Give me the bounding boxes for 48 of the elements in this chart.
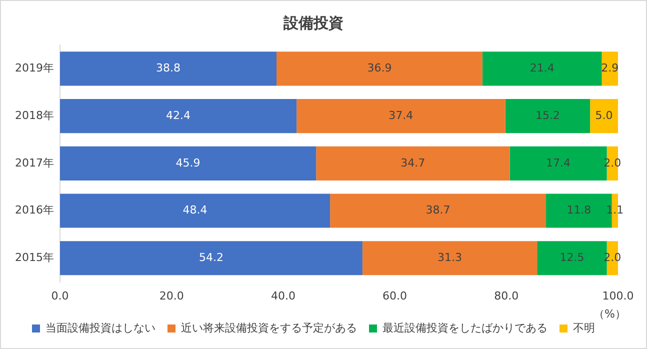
data-label: 42.4: [166, 108, 191, 122]
data-label: 1.1: [606, 204, 624, 217]
x-tick-label: 20.0: [159, 289, 184, 302]
bar: [60, 146, 316, 180]
bar: [60, 194, 330, 228]
y-tick-label: 2018年: [14, 108, 54, 122]
data-label: 15.2: [535, 108, 560, 122]
data-label: 11.8: [566, 204, 592, 217]
data-label: 45.9: [176, 156, 200, 170]
data-label: 31.3: [438, 250, 462, 264]
data-label: 5.0: [595, 108, 613, 122]
legend-label: 当面設備投資はしない: [46, 321, 156, 334]
data-label: 36.9: [367, 62, 392, 75]
bar: [482, 52, 602, 86]
bar: [60, 52, 276, 86]
bar: [276, 52, 482, 86]
data-label: 21.4: [530, 62, 554, 75]
data-label: 38.7: [426, 204, 450, 217]
x-tick-label: 100.0: [602, 289, 634, 302]
chart-title: 設備投資: [282, 14, 344, 32]
bar: [60, 98, 297, 134]
x-tick-label: 60.0: [382, 289, 408, 302]
bar: [316, 146, 510, 180]
data-label: 38.8: [156, 62, 180, 75]
legend-label: 不明: [573, 321, 595, 334]
data-label: 48.4: [182, 204, 208, 217]
data-label: 17.4: [546, 156, 571, 170]
legend-label: 最近設備投資をしたばかりである: [382, 321, 548, 334]
data-label: 2.9: [601, 62, 619, 75]
data-label: 54.2: [198, 250, 224, 264]
data-label: 12.5: [560, 250, 584, 264]
y-tick-label: 2016年: [14, 204, 54, 217]
bar: [60, 241, 362, 276]
bar: [330, 194, 546, 228]
y-tick-label: 2015年: [14, 250, 54, 264]
text: （%）: [594, 308, 626, 321]
bar: [505, 98, 590, 134]
x-tick-label: 40.0: [270, 289, 296, 302]
x-tick-label: 0.0: [51, 289, 69, 302]
data-label: 34.7: [400, 156, 426, 170]
bar: [590, 98, 618, 134]
legend-label: 近い将来設備投資をする予定がある: [181, 321, 357, 334]
bar: [362, 241, 538, 276]
y-tick-label: 2019年: [14, 62, 54, 75]
x-tick-label: 80.0: [494, 289, 519, 302]
data-label: 37.4: [388, 108, 414, 122]
y-tick-label: 2017年: [14, 156, 54, 170]
bar: [296, 98, 506, 134]
